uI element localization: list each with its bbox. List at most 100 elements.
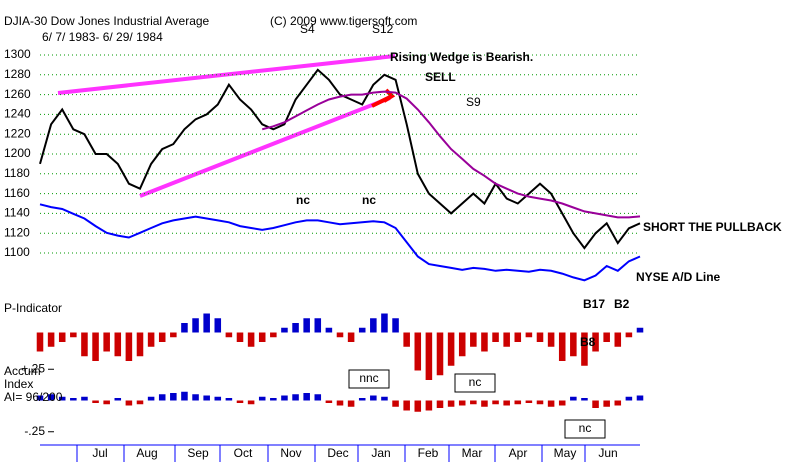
bar — [481, 332, 488, 352]
bar — [314, 394, 322, 401]
bar — [492, 400, 499, 405]
series-line — [39, 203, 641, 282]
y-tick-label: 1260 — [4, 87, 31, 101]
bar — [125, 400, 133, 406]
bar — [503, 332, 510, 347]
bar — [70, 332, 77, 338]
bar — [158, 394, 166, 401]
annotation: (C) 2009 www.tigersoft.com — [270, 14, 417, 28]
bar — [203, 313, 210, 333]
bar — [392, 318, 399, 333]
annotation: nc — [579, 421, 592, 435]
bar — [203, 395, 210, 401]
bar — [570, 332, 577, 357]
y-tick-label: 1160 — [4, 186, 30, 200]
annotation: B8 — [580, 335, 596, 349]
bar — [136, 400, 144, 405]
y-tick-label: 1140 — [4, 206, 30, 220]
bar — [281, 327, 288, 333]
bar — [181, 323, 188, 333]
bar — [103, 332, 110, 352]
bar — [170, 393, 177, 401]
y-tick-label: 1120 — [4, 225, 30, 239]
annotation: NYSE A/D Line — [636, 270, 721, 284]
bar — [581, 398, 588, 401]
bar — [336, 332, 344, 338]
bar — [592, 400, 599, 408]
panel-label: AI= 96/200 — [4, 390, 63, 404]
x-tick-label: Jun — [598, 446, 617, 460]
bar — [58, 396, 66, 401]
bar — [114, 332, 122, 357]
annotation: Rising Wedge is Bearish. — [390, 50, 533, 64]
x-tick-label: Jan — [371, 446, 390, 460]
bar — [292, 394, 299, 401]
x-tick-label: Sep — [187, 446, 209, 460]
bar — [136, 332, 144, 357]
bar — [336, 400, 344, 406]
annotation: nc — [469, 375, 482, 389]
y-tick-label: -.25 — [24, 424, 45, 438]
bar — [458, 400, 466, 406]
bar — [36, 395, 44, 401]
bar — [92, 332, 99, 361]
bar — [514, 400, 522, 405]
bar — [81, 396, 88, 401]
bar — [58, 332, 66, 342]
bar — [503, 400, 510, 406]
bar — [225, 332, 233, 338]
bar — [192, 394, 199, 401]
y-tick-label: 1200 — [4, 146, 31, 160]
bar — [347, 400, 355, 407]
bar — [392, 400, 399, 407]
bar — [292, 323, 299, 333]
bar — [558, 400, 566, 406]
annotation-box — [454, 373, 496, 393]
bar — [570, 396, 577, 401]
bar — [458, 332, 466, 357]
bar — [381, 396, 388, 401]
date-range: 6/ 7/ 1983- 6/ 29/ 1984 — [42, 30, 163, 44]
bar — [614, 400, 622, 406]
bar — [314, 318, 322, 333]
y-tick-label: 1300 — [4, 47, 31, 61]
x-tick-label: Jul — [92, 446, 107, 460]
bar — [281, 395, 288, 401]
bar — [325, 327, 333, 333]
x-tick-label: Aug — [136, 446, 157, 460]
bar — [470, 332, 477, 347]
y-tick-label: 1220 — [4, 126, 31, 140]
panel-label: Index — [4, 377, 33, 391]
x-tick-label: Feb — [418, 446, 439, 460]
bar — [225, 398, 233, 401]
x-tick-label: Oct — [234, 446, 253, 460]
y-tick-label: 1280 — [4, 67, 31, 81]
bar — [558, 332, 566, 361]
bar — [358, 398, 366, 401]
y-tick-label: 1240 — [4, 107, 31, 121]
annotation: nc — [362, 193, 376, 207]
bar — [47, 332, 55, 347]
annotation: SELL — [425, 70, 456, 84]
x-tick-label: Mar — [462, 446, 483, 460]
bar — [536, 332, 544, 342]
bar — [447, 400, 455, 407]
bar — [614, 332, 622, 347]
series-line — [39, 68, 641, 250]
bar — [258, 332, 266, 342]
annotation: B17 — [583, 297, 605, 311]
bar — [481, 400, 488, 407]
bar — [81, 332, 88, 357]
bar — [370, 395, 377, 401]
bar — [270, 332, 277, 338]
chart-title: DJIA-30 Dow Jones Industrial Average — [4, 14, 210, 28]
bar — [236, 332, 244, 342]
bar — [347, 332, 355, 342]
bar — [636, 395, 644, 401]
bar — [258, 396, 266, 401]
x-tick-label: Dec — [327, 446, 348, 460]
bar — [247, 400, 255, 405]
bar — [270, 398, 277, 401]
bar — [381, 313, 388, 333]
